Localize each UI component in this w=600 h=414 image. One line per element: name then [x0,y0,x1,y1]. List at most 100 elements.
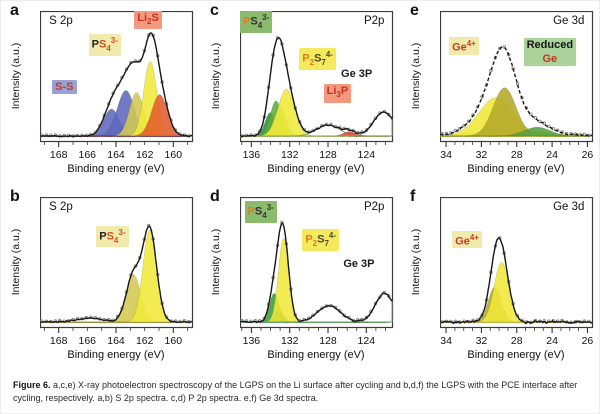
data-point-marker [475,105,480,109]
x-axis-label: Binding energy (eV) [67,349,164,361]
x-tick-label: 166 [79,149,97,161]
figure-caption: Figure 6. a,c,e) X-ray photoelectron spe… [13,379,587,405]
ge4-label: Ge4+ [449,37,479,55]
x-axis: 34 32 28 24 26 Binding energy (eV) [440,328,593,361]
plot-curves [440,236,593,325]
envelope-curve [40,225,193,324]
x-tick-label: 28 [511,149,523,161]
x-tick-label: 168 [50,335,68,347]
y-axis-label: Intensity (a.u.) [10,228,22,296]
li3p-label: Li3P [323,84,352,103]
spectrum-name: Ge 3d [553,200,585,213]
x-tick-label: 34 [440,149,452,161]
x-tick-label: 136 [243,335,261,347]
x-axis-label: Binding energy (eV) [467,349,564,361]
envelope-curve [440,236,593,325]
x-tick-label: 164 [107,149,125,161]
x-tick-label: 136 [243,149,261,161]
panel-letter: a [10,2,19,19]
panel-letter: b [10,188,20,205]
plot-curves [240,36,393,138]
p2s7-label: P2S74- [302,228,340,251]
x-tick-label: 124 [358,149,376,161]
spectrum-name: P2p [363,14,385,27]
y-axis-label: Intensity (a.u.) [210,228,222,296]
x-axis-label: Binding energy (eV) [267,163,364,175]
x-tick-label: 132 [281,149,299,161]
spectrum-panel-d: d Intensity (a.u.) 136 132 128 124 Binding e… [201,187,401,373]
x-tick-label: 160 [165,335,183,347]
x-tick-label: 24 [546,335,558,347]
data-point-marker [538,119,542,123]
envelope-curve [240,37,393,138]
spectrum-name: S 2p [49,200,73,213]
x-tick-label: 24 [546,149,558,161]
plot-curves [440,45,593,138]
plot-curves [240,220,393,324]
spectrum-panel-a: a Intensity (a.u.) 168 166 164 162 160 Bindin… [1,1,201,187]
x-tick-label: 128 [319,149,337,161]
x-axis: 136 132 128 124 Binding energy (eV) [241,142,386,175]
x-axis-label: Binding energy (eV) [267,349,364,361]
panel-letter: e [410,2,419,19]
y-axis-label: Intensity (a.u.) [210,42,222,110]
panel-letter: c [210,2,219,19]
spectrum-name: P2p [363,200,385,213]
spectrum-plot-c: 136 132 128 124 Binding energy (eV) [240,11,394,175]
spectrum-name: S 2p [49,14,73,27]
x-tick-label: 168 [50,149,68,161]
x-tick-label: 132 [281,335,299,347]
plot-frame [40,197,194,329]
spectrum-panel-f: f Intensity (a.u.) 34 32 28 24 26 Binding ene… [401,187,599,373]
x-tick-label: 164 [107,335,125,347]
x-tick-label: 162 [136,149,154,161]
plot-frame [240,11,394,143]
x-tick-label: 160 [165,149,183,161]
spectrum-plot-e: 34 32 28 24 26 Binding energy (eV) [440,11,593,175]
x-tick-label: 26 [582,149,594,161]
ge4-label: Ge4+ [452,230,482,249]
ge3p-label: Ge 3P [341,67,373,80]
spectrum-name: Ge 3d [553,14,585,27]
x-axis: 136 132 128 124 Binding energy (eV) [241,328,386,361]
ge3p-label: Ge 3P [343,258,375,271]
x-axis-label: Binding energy (eV) [467,163,564,175]
plot-curves [40,32,192,138]
plot-curves [40,223,193,324]
p2s7-label: P2S74- [299,48,336,70]
ps4-label: PS43- [96,225,129,248]
envelope-curve [240,222,393,324]
spectrum-panel-b: b Intensity (a.u.) 168 166 164 162 160 Bindin… [1,187,201,373]
x-tick-label: 26 [582,335,594,347]
ps4-label: PS43- [244,200,277,223]
y-axis-label: Intensity (a.u.) [410,228,422,296]
envelope-curve [40,32,192,138]
s-s-label: S-S [52,79,77,94]
x-tick-label: 162 [136,335,154,347]
ps4-label: PS43- [88,33,121,56]
reduced-ge-label: Reduced Ge [523,38,577,67]
x-axis: 34 32 28 24 26 Binding energy (eV) [440,142,593,175]
x-axis-label: Binding energy (eV) [67,163,164,175]
x-tick-label: 32 [476,335,488,347]
x-tick-label: 34 [440,335,452,347]
caption-text: a,c,e) X-ray photoelectron spectroscopy … [13,380,578,404]
spectrum-plot-f: 34 32 28 24 26 Binding energy (eV) [440,197,594,361]
y-axis-label: Intensity (a.u.) [10,42,22,110]
y-axis-label: Intensity (a.u.) [410,42,422,110]
ps4-label: PS43- [240,11,273,33]
x-tick-label: 28 [511,335,523,347]
li2s-label: Li2S [134,11,162,30]
fit-baseline [240,321,391,324]
plot-frame [440,197,594,329]
x-tick-label: 124 [358,335,376,347]
panel-letter: d [210,188,220,205]
x-tick-label: 32 [476,149,488,161]
x-tick-label: 128 [319,335,337,347]
spectrum-panel-e: e Intensity (a.u.) 34 32 28 24 26 Binding ene… [401,1,599,187]
